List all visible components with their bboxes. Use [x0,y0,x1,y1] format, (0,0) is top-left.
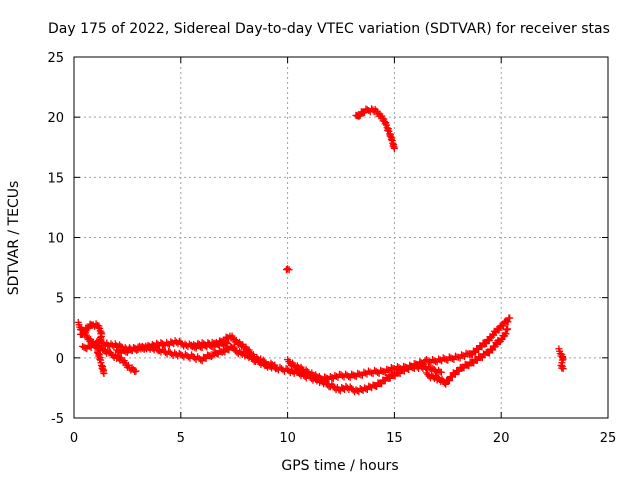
data-point [84,325,92,333]
data-point [194,353,202,361]
data-point [279,366,287,374]
data-point [366,368,374,376]
x-axis-title: GPS time / hours [281,458,398,474]
data-point [355,112,363,120]
data-point [495,326,503,334]
data-point [485,349,493,357]
x-tick-label: 25 [600,431,617,446]
data-point [187,351,195,359]
data-series-track-i [465,314,514,359]
data-point [478,343,486,351]
data-point [284,265,292,273]
axis-ticks [73,56,609,419]
data-point [381,120,389,128]
y-tick-label: 25 [47,51,64,66]
data-point [455,367,463,375]
data-point [504,325,512,333]
data-point [499,322,507,330]
data-point [120,347,128,355]
data-point [430,357,438,365]
data-point [473,356,481,364]
data-series-track-j [282,265,293,274]
y-tick-label: 10 [47,232,64,247]
y-tick-label: 15 [47,171,64,186]
x-tick-label: 20 [493,431,510,446]
data-series-track-h [422,325,512,388]
data-point [445,377,453,385]
x-tick-label: 10 [279,431,296,446]
data-point [442,380,450,388]
data-point [158,346,166,354]
data-point [208,353,216,361]
data-point [504,318,512,326]
data-point [81,328,89,336]
data-series-track-a [74,318,140,376]
data-series-track-f [230,345,445,396]
y-tick-label: -5 [51,412,64,427]
data-point [420,360,428,368]
data-point [131,344,139,352]
data-point [377,366,385,374]
data-point [282,266,290,274]
data-point [441,355,449,363]
data-series-track-g [284,349,473,384]
grid-lines [74,57,608,418]
data-point [132,367,140,375]
y-tick-label: 0 [56,352,64,367]
y-axis-title: SDTVAR / TECUs [6,181,22,296]
x-tick-label: 15 [386,431,403,446]
data-point [451,370,459,378]
data-point [451,352,459,360]
data-series-track-l [555,345,567,373]
data-point [390,144,398,152]
data-point [387,364,395,372]
y-tick-label: 20 [47,111,64,126]
data-series-track-k [352,105,398,152]
data-series [74,105,567,396]
data-point [409,363,417,371]
data-point [437,368,445,376]
chart-title: Day 175 of 2022, Sidereal Day-to-day VTE… [48,21,610,37]
x-tick-label: 5 [177,431,185,446]
x-tick-labels: 0 5 10 15 20 25 [70,431,616,446]
data-point [355,370,363,378]
data-point [559,365,567,373]
data-point [195,342,203,350]
data-point [465,362,473,370]
y-tick-label: 5 [56,292,64,307]
y-tick-labels: -5 0 5 10 15 20 25 [47,51,64,427]
x-tick-label: 0 [70,431,78,446]
data-point [100,369,108,377]
data-series-track-d [113,342,238,365]
data-point [506,314,514,322]
